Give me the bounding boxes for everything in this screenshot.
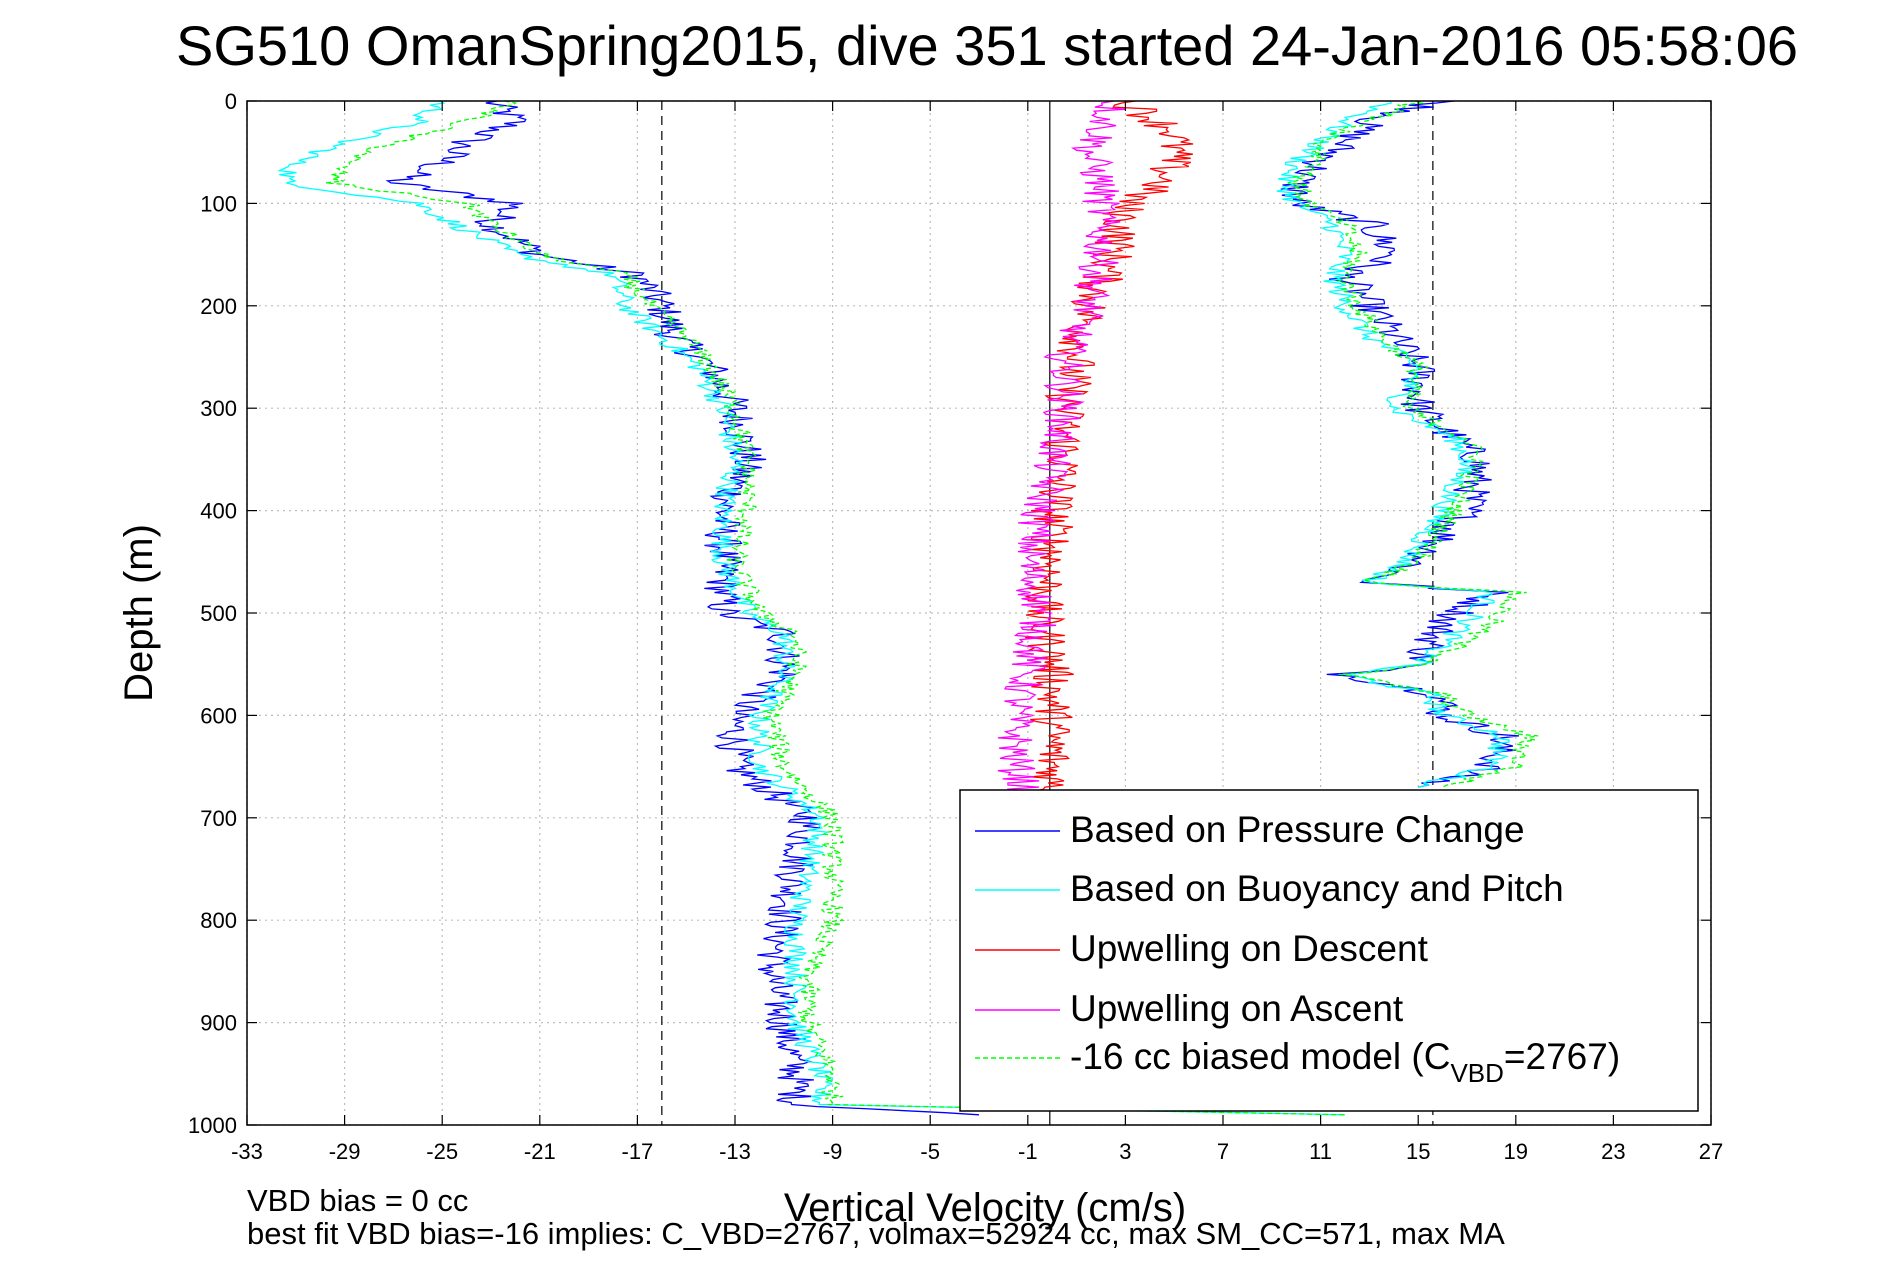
x-tick-label: 7	[1217, 1139, 1229, 1164]
series-line	[1024, 100, 1194, 798]
y-tick-label: 900	[200, 1011, 237, 1036]
legend-label-upwelling-descent: Upwelling on Descent	[1070, 928, 1429, 969]
y-tick-label: 600	[200, 703, 237, 728]
y-ticks: 0 100 200 300 400 500 600 700 800 900 1000	[188, 89, 1711, 1138]
x-tick-label: 15	[1406, 1139, 1430, 1164]
legend-label-biased-model-subscript: VBD	[1450, 1058, 1503, 1088]
series-line	[385, 100, 980, 1116]
series-line	[325, 100, 1346, 1116]
x-axis-label: Vertical Velocity (cm/s)	[784, 1186, 1186, 1230]
x-tick-label: -25	[426, 1139, 458, 1164]
x-tick-label: 19	[1504, 1139, 1528, 1164]
series-line	[997, 100, 1126, 798]
y-tick-label: 800	[200, 908, 237, 933]
x-ticks: -33 -29 -25 -21 -17 -13 -9 -5 -1 3 7 11 15 19 23 27	[231, 101, 1723, 1164]
legend-label-pressure-change: Based on Pressure Change	[1070, 809, 1525, 850]
y-tick-label: 500	[200, 601, 237, 626]
legend-box	[959, 789, 1699, 1112]
x-tick-label: -17	[622, 1139, 654, 1164]
x-tick-label: 23	[1601, 1139, 1625, 1164]
x-tick-label: -13	[719, 1139, 751, 1164]
chart-title: SG510 OmanSpring2015, dive 351 started 2…	[176, 14, 1798, 77]
series-layer	[277, 100, 1539, 1116]
y-tick-label: 200	[200, 294, 237, 319]
legend-label-biased-model-suffix: =2767)	[1504, 1036, 1620, 1077]
footer-best-fit: best fit VBD bias=-16 implies: C_VBD=276…	[247, 1216, 1505, 1251]
series-line	[1276, 100, 1510, 788]
legend: Based on Pressure Change Based on Buoyan…	[959, 789, 1699, 1112]
legend-label-buoyancy-pitch: Based on Buoyancy and Pitch	[1070, 868, 1564, 909]
y-axis-label: Depth (m)	[117, 524, 161, 702]
legend-swatches	[975, 830, 1060, 1059]
legend-label-biased-model: -16 cc biased model (CVBD=2767)	[1070, 1036, 1620, 1088]
y-tick-label: 100	[200, 191, 237, 216]
x-tick-label: -33	[231, 1139, 263, 1164]
y-tick-label: 300	[200, 396, 237, 421]
x-tick-label: -9	[823, 1139, 843, 1164]
x-tick-label: -5	[920, 1139, 940, 1164]
x-tick-label: -1	[1018, 1139, 1038, 1164]
y-tick-label: 1000	[188, 1113, 237, 1138]
footer-vbd-bias: VBD bias = 0 cc	[247, 1183, 468, 1218]
x-tick-label: 11	[1309, 1139, 1332, 1164]
x-tick-label: -21	[524, 1139, 556, 1164]
y-tick-label: 0	[225, 89, 237, 114]
x-tick-label: 3	[1119, 1139, 1131, 1164]
y-tick-label: 400	[200, 499, 237, 524]
legend-label-upwelling-ascent: Upwelling on Ascent	[1070, 988, 1404, 1029]
y-tick-label: 700	[200, 806, 237, 831]
legend-label-biased-model-prefix: -16 cc biased model (C	[1070, 1036, 1450, 1077]
x-tick-label: 27	[1699, 1139, 1723, 1164]
x-tick-label: -29	[329, 1139, 361, 1164]
